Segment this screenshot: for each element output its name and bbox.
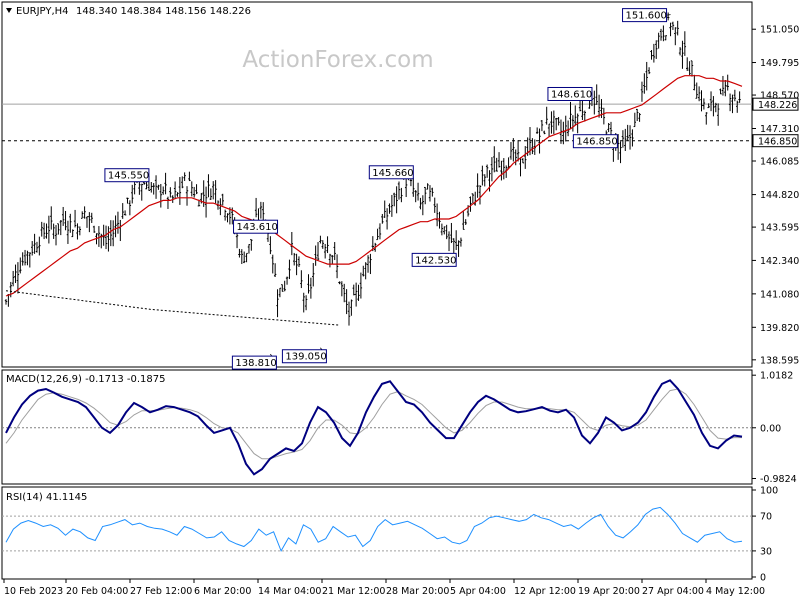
price-tick-label: 147.310 xyxy=(760,124,799,135)
rsi-tick-label: 100 xyxy=(760,486,778,497)
price-annotation-box xyxy=(281,349,327,364)
x-tick-label: 27 Apr 04:00 xyxy=(642,586,704,597)
watermark: ActionForex.com xyxy=(242,47,433,73)
price-tick-label: 146.085 xyxy=(760,157,799,168)
collapse-arrow-icon[interactable] xyxy=(6,8,12,13)
price-annotation-text: 146.850 xyxy=(576,137,617,148)
price-annotation-text: 143.610 xyxy=(237,222,278,233)
price-tick-label: 141.080 xyxy=(760,289,799,300)
macd-tick-label: -0.9824 xyxy=(760,474,797,485)
support-price-tag xyxy=(752,134,799,148)
price-annotation-text: 142.530 xyxy=(415,255,456,266)
price-annotation-box xyxy=(104,168,150,183)
price-annotation-text: 138.810 xyxy=(235,358,276,369)
annotation-leader xyxy=(666,14,671,16)
x-tick-label: 20 Feb 04:00 xyxy=(66,586,128,597)
macd-signal-line xyxy=(5,388,742,460)
price-tick-label: 142.340 xyxy=(760,256,799,267)
x-tick-label: 5 Apr 04:00 xyxy=(450,586,506,597)
price-tick-label: 149.795 xyxy=(760,58,799,69)
x-tick-label: 12 Apr 12:00 xyxy=(514,586,576,597)
macd-panel xyxy=(1,369,753,485)
rsi-tick-label: 0 xyxy=(760,573,766,584)
price-annotation-text: 151.600 xyxy=(626,11,667,22)
rsi-line xyxy=(5,506,743,553)
current-price-tag xyxy=(752,97,799,111)
price-annotation-box xyxy=(231,355,277,370)
macd-tick-label: 1.0182 xyxy=(760,371,793,382)
x-tick-label: 6 Mar 20:00 xyxy=(194,586,251,597)
moving-average-line xyxy=(5,75,743,297)
symbol-label: EURJPY,H4 xyxy=(16,6,69,17)
price-annotation-text: 139.050 xyxy=(285,352,326,363)
price-annotation-box xyxy=(547,86,593,101)
price-annotation-box xyxy=(572,134,618,149)
price-annotation-text: 145.550 xyxy=(108,171,149,182)
price-bars xyxy=(4,12,741,326)
x-tick-label: 27 Feb 12:00 xyxy=(130,586,192,597)
macd-line xyxy=(5,379,743,476)
price-tick-label: 151.050 xyxy=(760,25,799,36)
price-annotation-text: 148.610 xyxy=(551,89,592,100)
rsi-label: RSI(14) 41.1145 xyxy=(6,492,87,503)
support-price-label: 146.850 xyxy=(758,137,797,148)
macd-label: MACD(12,26,9) -0.1713 -0.1875 xyxy=(6,374,166,385)
x-tick-label: 19 Apr 20:00 xyxy=(578,586,640,597)
price-tick-label: 143.595 xyxy=(760,223,799,234)
price-annotation-text: 145.660 xyxy=(372,168,413,179)
price-annotation-box xyxy=(368,165,414,180)
macd-tick-label: 0.00 xyxy=(760,423,781,434)
price-tick-label: 138.595 xyxy=(760,355,799,366)
price-annotation-box xyxy=(622,8,668,23)
long-moving-average-line xyxy=(5,290,341,326)
rsi-tick-label: 30 xyxy=(760,546,772,557)
price-tick-label: 139.820 xyxy=(760,323,799,334)
price-tick-label: 148.570 xyxy=(760,91,799,102)
x-tick-label: 21 Mar 12:00 xyxy=(322,586,385,597)
rsi-panel xyxy=(1,486,753,580)
current-price-label: 148.226 xyxy=(758,100,797,111)
x-tick-label: 10 Feb 2023 xyxy=(4,586,63,597)
x-tick-label: 28 Mar 20:00 xyxy=(386,586,449,597)
rsi-tick-label: 70 xyxy=(760,512,772,523)
x-tick-label: 14 Mar 04:00 xyxy=(258,586,321,597)
price-annotation-box xyxy=(411,252,457,267)
ohlc-label: 148.340 148.384 148.156 148.226 xyxy=(76,6,251,17)
price-annotation-box xyxy=(233,219,279,234)
price-tick-label: 144.820 xyxy=(760,190,799,201)
x-tick-label: 4 May 12:00 xyxy=(706,586,765,597)
